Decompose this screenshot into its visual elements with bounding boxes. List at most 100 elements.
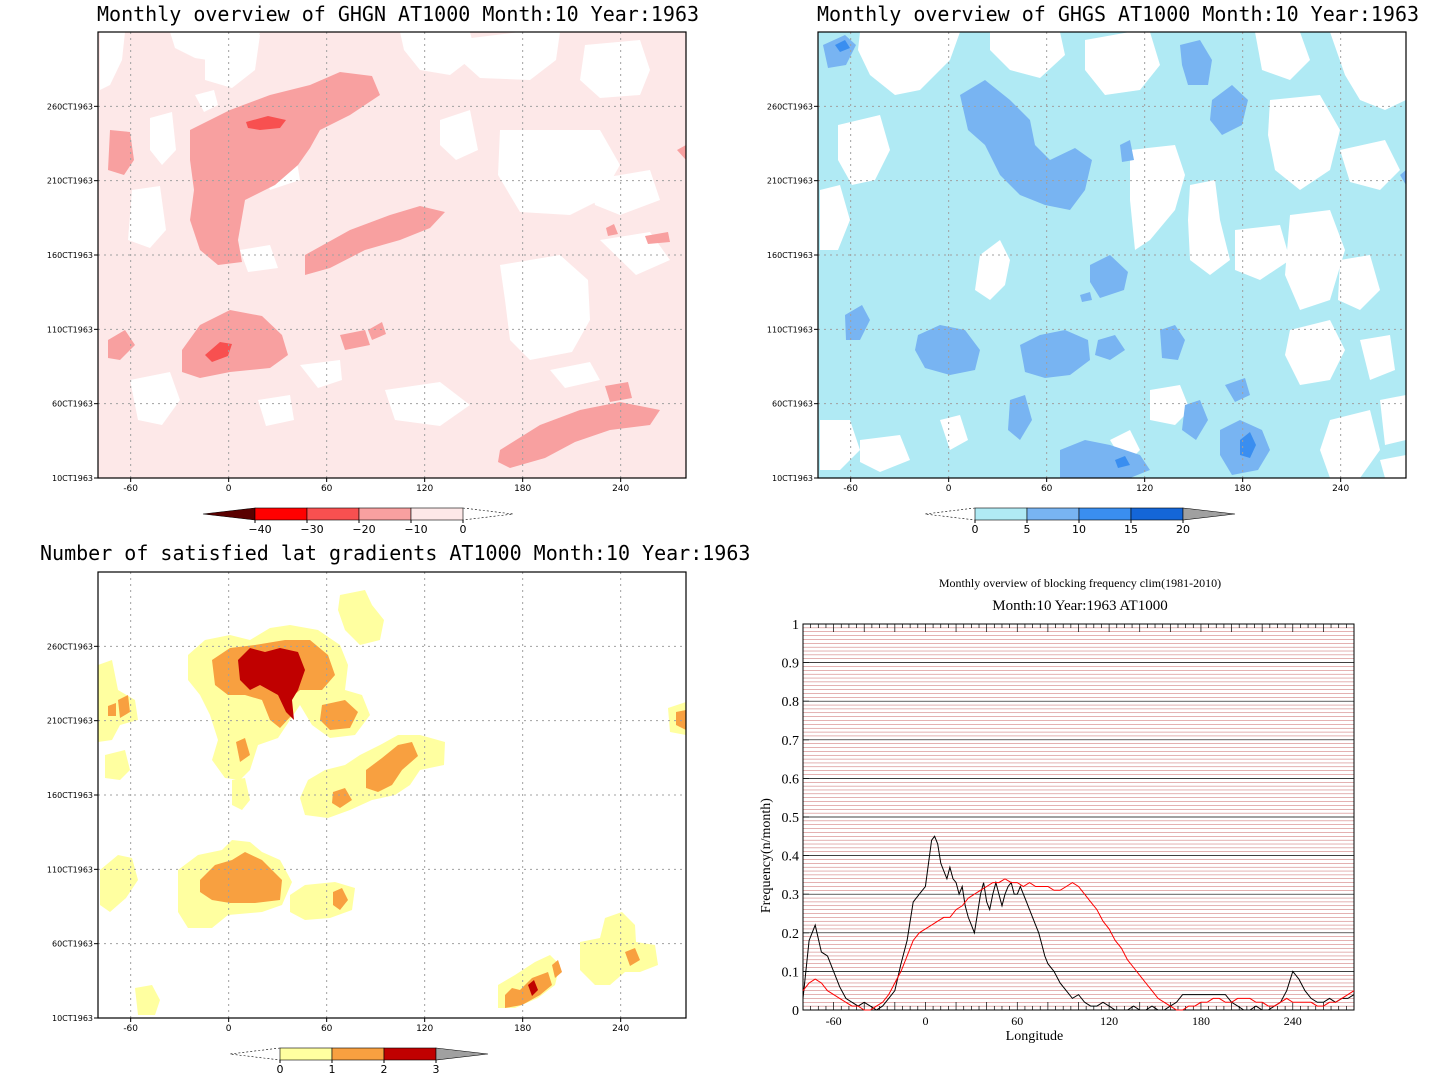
grad-level-1 [108,640,686,1008]
ghgs-map: -60 0 60 120 180 240 10CT1963 60CT1963 110CT196… [767,31,1407,536]
ghgs-level-10 [835,40,1256,468]
x-tick-label: 180 [514,484,531,494]
colorbar-box [974,507,1028,521]
x-tick-label: 60 [1011,1014,1023,1028]
x-tick-label: 0 [922,1014,928,1028]
y-tick-label: 0.9 [782,657,800,672]
y-tick-label: 0.1 [782,965,800,980]
grad-yticks: 10CT1963 60CT1963 110CT1963 160CT1963 210CT1… [47,642,98,1023]
x-tick-label: -60 [123,484,138,494]
x-tick-label: 60 [321,484,333,494]
grad-gridlines [98,572,686,1018]
x-tick-label: 120 [1136,484,1153,494]
grad-xticks: -60 0 60 120 180 240 [123,1018,630,1034]
colorbar-box [254,507,308,521]
colorbar-tick-label: 0 [460,523,467,536]
y-tick-label: 60CT1963 [52,940,93,949]
ghgn-xticks: -60 0 60 120 180 240 [123,478,630,494]
colorbar-tick-label: 0 [972,523,979,536]
colorbar-tri-left [924,507,976,521]
ghgn-title: Monthly overview of GHGN AT1000 Month:10… [97,2,700,26]
grad-colorbar: 0 1 2 3 [229,1047,489,1076]
colorbar-tick-label: 10 [1072,523,1086,536]
y-tick-label: 60CT1963 [52,400,93,409]
colorbar-tick-label: −30 [300,523,323,536]
colorbar-tri-left [229,1047,281,1061]
colorbar-box [331,1047,385,1061]
ghgs-level-5 [823,35,1406,478]
colorbar-box [358,507,412,521]
y-axis-label: Frequency(n/month) [759,798,774,913]
y-tick-label: 260CT1963 [767,102,813,111]
colorbar-tick-label: 20 [1176,523,1190,536]
y-tick-label: 260CT1963 [47,642,93,651]
x-tick-label: 0 [226,484,232,494]
y-tick-label: 110CT1963 [47,865,93,874]
colorbar-tick-label: 1 [329,1063,336,1076]
ghgn-gridlines [98,32,686,478]
y-tick-label: 0.2 [782,927,800,942]
colorbar-tri-right [435,1047,489,1061]
y-tick-label: 0.4 [782,850,800,865]
y-tick-label: 210CT1963 [47,717,93,726]
x-tick-label: 120 [416,484,433,494]
y-tick-label: 0.6 [782,772,800,787]
colorbar-tri-right [1182,507,1236,521]
x-tick-label: 240 [1332,484,1349,494]
y-tick-label: 1 [792,618,799,633]
colorbar-box [1026,507,1080,521]
grad-title: Number of satisfied lat gradients AT1000… [40,541,751,565]
y-tick-label: 10CT1963 [772,474,813,483]
ghgn-map: -60 0 60 120 180 240 10CT1963 60CT1963 110CT196… [47,31,687,536]
y-tick-label: 210CT1963 [767,177,813,186]
ghgn-colorbar: −40 −30 −20 −10 0 [202,507,514,536]
y-tick-label: 0 [792,1004,799,1019]
colorbar-tick-label: 2 [381,1063,388,1076]
x-tick-label: 0 [946,484,952,494]
x-tick-label: 120 [1100,1014,1118,1028]
colorbar-tri-right [462,507,514,521]
y-tick-label: 210CT1963 [47,177,93,186]
y-tick-label: 10CT1963 [52,1014,93,1023]
colorbar-tick-label: −20 [352,523,375,536]
ghgs-xticks: -60 0 60 120 180 240 [843,478,1350,494]
x-tick-label: 240 [612,1024,629,1034]
freq-subtitle: Month:10 Year:1963 AT1000 [992,598,1168,614]
y-tick-label: 110CT1963 [47,325,93,334]
y-tick-label: 10CT1963 [52,474,93,483]
ghgs-colorbar: 0 5 10 15 20 [924,507,1236,536]
freq-chart: -60 0 60 120 180 240 0 0.1 0.2 0.3 0.4 0.5 0.6 0.7 0.8… [759,618,1355,1044]
y-tick-label: 160CT1963 [47,251,93,260]
colorbar-box [1130,507,1184,521]
ghgn-white-areas [100,32,670,426]
ghgs-gridlines [818,32,1406,478]
freq-plot: -60 0 60 120 180 240 0 0.1 0.2 0.3 0.4 0.5 0.6 0.7 0.8… [759,618,1355,1044]
freq-title: Monthly overview of blocking frequency c… [938,576,1222,590]
y-tick-label: 260CT1963 [47,102,93,111]
y-tick-label: 0.5 [782,811,800,826]
ghgs-white-areas [820,32,1406,478]
ghgs-title: Monthly overview of GHGS AT1000 Month:10… [817,2,1420,26]
x-tick-label: 180 [1192,1014,1210,1028]
y-tick-label: 0.8 [782,695,800,710]
colorbar-box [410,507,464,521]
colorbar-tick-label: 15 [1124,523,1138,536]
x-tick-label: -60 [843,484,858,494]
grad-level-2 [238,648,538,996]
colorbar-box [279,1047,333,1061]
y-tick-label: 160CT1963 [767,251,813,260]
y-tick-label: 0.3 [782,888,800,903]
colorbar-tick-label: 3 [433,1063,440,1076]
colorbar-box [306,507,360,521]
grad-map: -60 0 60 120 180 240 10CT196360CT1963110CT196… [47,571,687,1076]
x-tick-label: 60 [1041,484,1053,494]
ghgn-level-minus20 [205,116,286,362]
x-tick-label: 60 [321,1024,333,1034]
y-tick-label: 60CT1963 [772,400,813,409]
ghgs-yticks: 10CT1963 60CT1963 110CT1963 160CT1963 210CT1… [767,102,818,483]
x-tick-label: 180 [514,1024,531,1034]
ghgn-yticks: 10CT1963 60CT1963 110CT1963 160CT1963 210CT1… [47,102,98,483]
x-tick-label: 240 [612,484,629,494]
series-line-black [802,835,1355,1011]
colorbar-tick-label: −10 [404,523,427,536]
